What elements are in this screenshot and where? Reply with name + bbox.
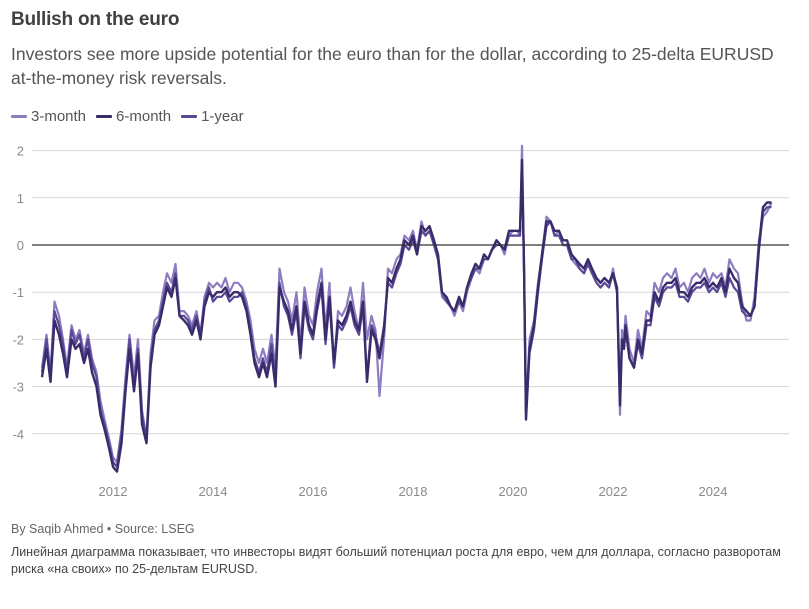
chart-description: Линейная диаграмма показывает, что инвес… [11,545,781,576]
chart-title: Bullish on the euro [11,9,180,30]
x-tick-label: 2018 [399,484,428,499]
series-lines [40,144,773,473]
legend-label: 1-year [201,108,244,125]
legend-item-3-month: 3-month [11,108,86,125]
x-tick-label: 2020 [499,484,528,499]
series-line-6-month [40,158,772,473]
y-tick-label: -4 [12,427,24,442]
line-chart: 2 1 0 -1 -2 -3 -4 2012 2014 2016 2018 2020 2022 2024 [12,144,789,499]
legend-swatch-3-month [11,115,27,118]
x-tick-label: 2016 [299,484,328,499]
chart-subtitle: Investors see more upside potential for … [11,44,774,88]
legend-swatch-1-year [181,115,198,118]
y-tick-label: -3 [12,380,24,395]
legend-label: 3-month [31,108,87,125]
legend-swatch-6-month [96,115,113,118]
x-tick-label: 2022 [599,484,628,499]
x-tick-label: 2012 [99,484,128,499]
y-tick-label: 2 [17,144,24,159]
y-tick-label: 0 [17,238,24,253]
legend-label: 6-month [116,108,172,125]
x-axis-ticks: 2012 2014 2016 2018 2020 2022 2024 [99,484,728,499]
x-tick-label: 2014 [199,484,228,499]
y-tick-label: -1 [12,285,24,300]
series-line-3-month [40,144,773,464]
x-tick-label: 2024 [699,484,728,499]
legend-item-1-year: 1-year [181,108,244,125]
y-tick-label: 1 [17,191,24,206]
legend: 3-month 6-month 1-year [11,108,244,125]
series-line-1-year [40,168,772,468]
legend-item-6-month: 6-month [96,108,171,125]
y-axis-ticks: 2 1 0 -1 -2 -3 -4 [12,144,24,442]
y-tick-label: -2 [12,332,24,347]
gridlines [32,150,789,435]
byline: By Saqib Ahmed • Source: LSEG [11,522,195,536]
